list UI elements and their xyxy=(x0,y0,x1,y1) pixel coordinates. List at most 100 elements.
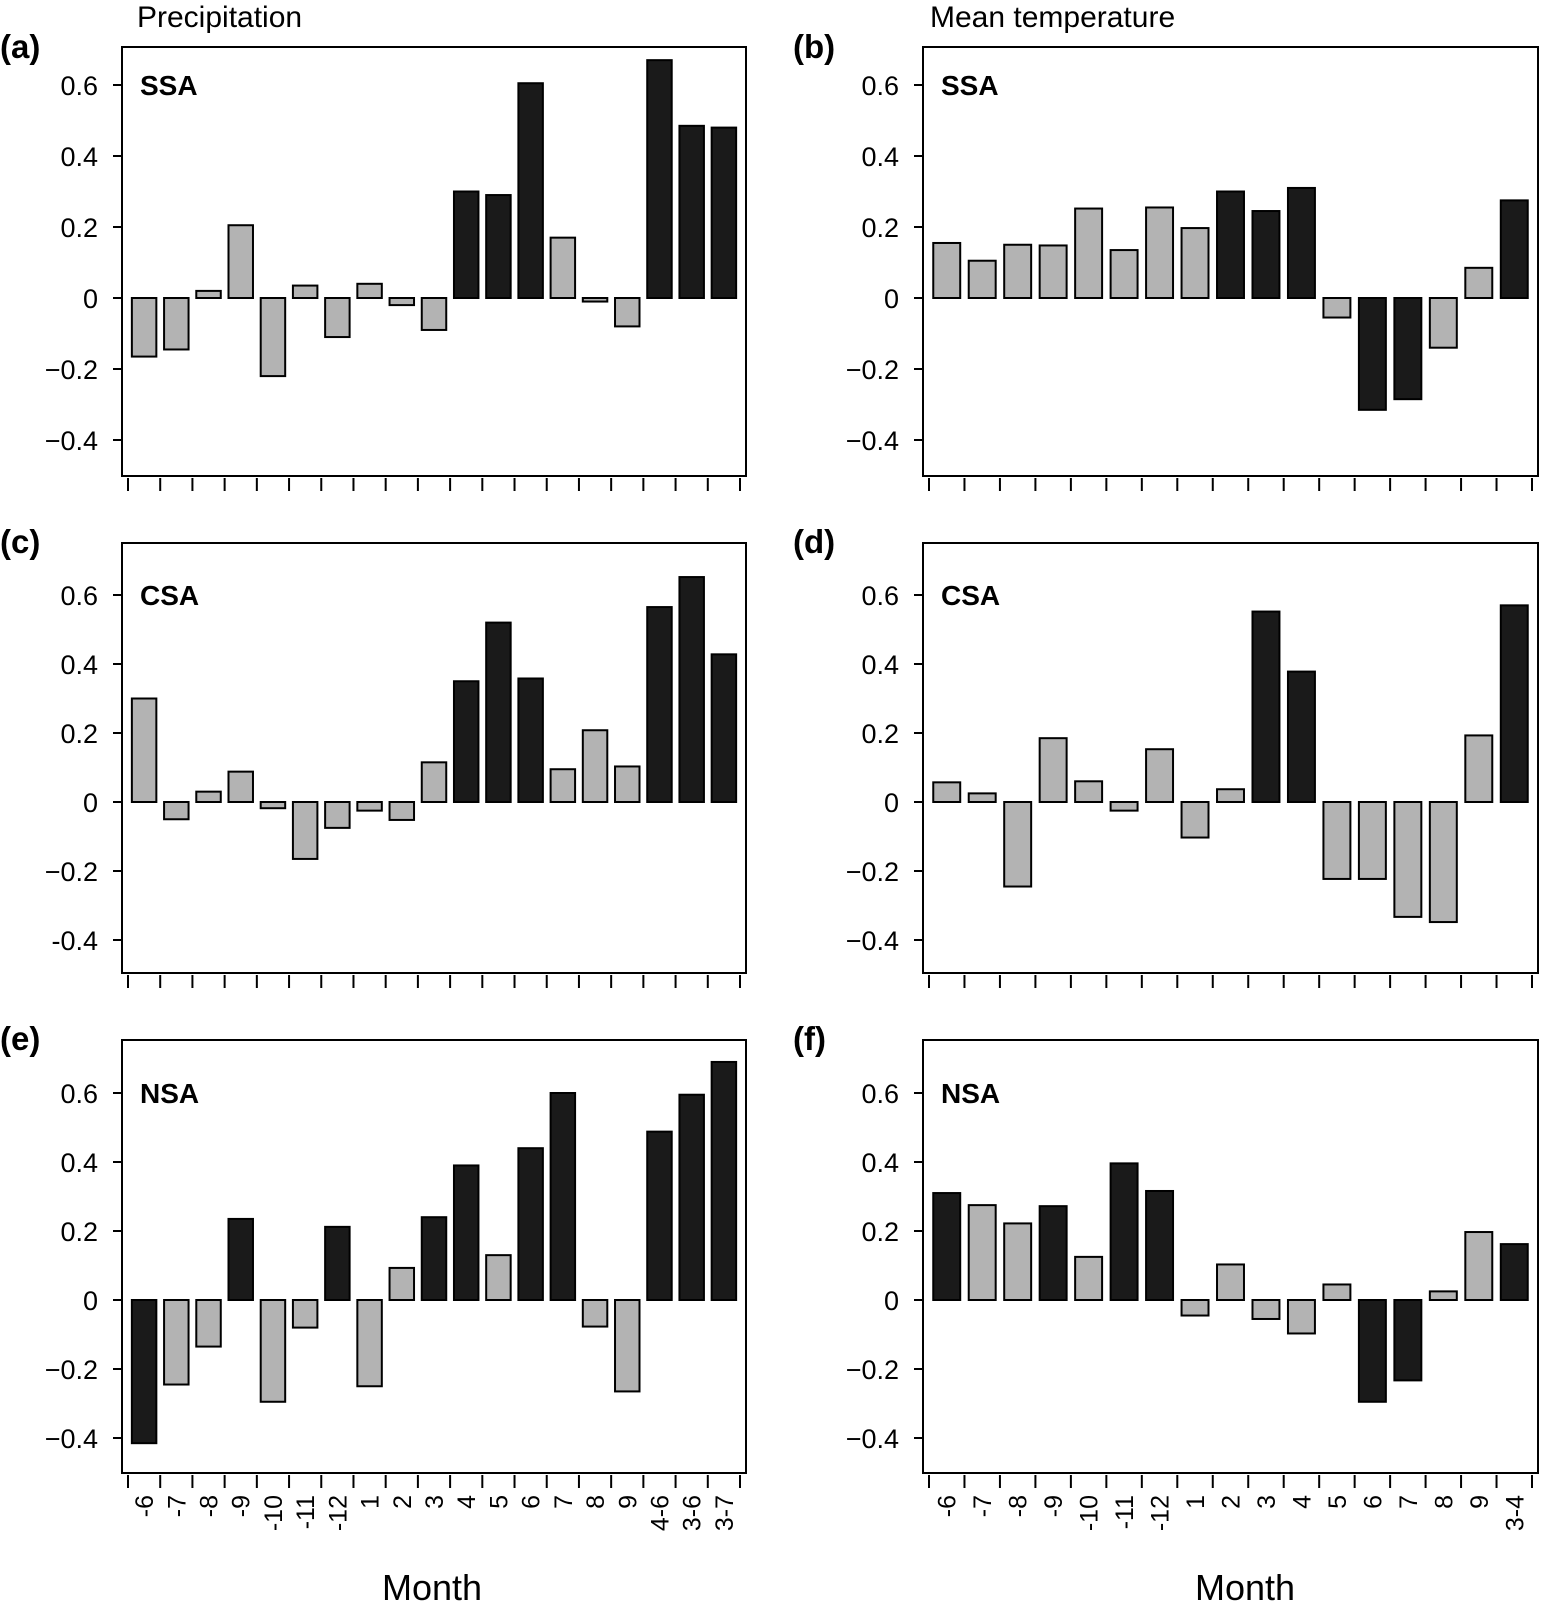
plot-frame xyxy=(121,1039,747,1474)
y-tick-label: −0.4 xyxy=(846,926,899,956)
bar-4 xyxy=(452,190,480,299)
y-tick-label: 0.6 xyxy=(60,71,98,101)
bar--7 xyxy=(163,801,190,821)
bar-2 xyxy=(388,1266,416,1302)
bar-6 xyxy=(517,677,544,803)
x-axis-title-left: Month xyxy=(382,1567,482,1605)
bar--10 xyxy=(259,801,287,810)
bar-7 xyxy=(549,768,577,803)
x-tick-label: -10 xyxy=(1076,1495,1104,1531)
x-tick-label: -7 xyxy=(969,1495,997,1517)
bar-3 xyxy=(1251,1299,1281,1320)
bar--8 xyxy=(195,289,222,299)
x-tick-label: 3-6 xyxy=(679,1495,707,1531)
bar--11 xyxy=(1109,249,1139,299)
bar--8 xyxy=(1003,801,1033,888)
region-label: SSA xyxy=(140,70,198,101)
y-tick-label: 0.2 xyxy=(60,1217,98,1247)
x-tick-label: -11 xyxy=(292,1495,320,1529)
bar-1 xyxy=(1180,227,1210,299)
bar-3-6 xyxy=(678,576,705,803)
bar-2 xyxy=(388,297,416,307)
bar--11 xyxy=(1109,1162,1139,1301)
bar--11 xyxy=(1109,801,1139,812)
bar-3 xyxy=(420,761,448,804)
bar--9 xyxy=(1038,737,1068,803)
y-tick-label: −0.2 xyxy=(45,857,98,887)
bar--12 xyxy=(1145,1189,1175,1301)
bar-5 xyxy=(1322,297,1352,319)
bar--10 xyxy=(1074,1255,1104,1301)
y-tick-label: 0.6 xyxy=(861,71,899,101)
x-tick-label: 8 xyxy=(582,1495,610,1509)
bar-7 xyxy=(1393,801,1423,918)
bar-9 xyxy=(614,765,641,804)
y-tick-label: 0.4 xyxy=(861,142,899,172)
y-tick-label: 0.2 xyxy=(60,719,98,749)
plot-frame xyxy=(922,46,1539,477)
bar--7 xyxy=(967,792,997,803)
y-tick-label: −0.2 xyxy=(846,355,899,385)
bar-2 xyxy=(1216,190,1245,299)
y-tick-label: −0.4 xyxy=(846,1424,899,1454)
bar--7 xyxy=(163,1299,190,1386)
bar--10 xyxy=(259,1299,287,1403)
bar-8 xyxy=(581,729,609,803)
panel-letter: (a) xyxy=(0,28,40,65)
x-tick-label: 5 xyxy=(485,1495,513,1509)
x-tick-label: -9 xyxy=(1040,1495,1068,1517)
x-tick-label: 2 xyxy=(389,1495,417,1509)
y-tick-label: −0.2 xyxy=(45,355,98,385)
bar-5 xyxy=(485,1254,512,1302)
panel-letter: (d) xyxy=(793,523,835,560)
x-tick-label: 3 xyxy=(421,1495,449,1509)
x-tick-label: 7 xyxy=(550,1495,578,1509)
bar--12 xyxy=(324,1225,351,1301)
y-tick-label: −0.4 xyxy=(45,426,98,456)
y-tick-label: 0 xyxy=(884,788,899,818)
bar--8 xyxy=(195,790,222,804)
x-tick-label: 3-4 xyxy=(1501,1495,1529,1531)
region-label: NSA xyxy=(140,1078,199,1109)
bar--11 xyxy=(291,284,319,300)
plot-frame xyxy=(121,542,747,974)
bar--6 xyxy=(130,1299,158,1445)
x-tick-label: 3 xyxy=(1253,1495,1281,1509)
x-tick-label: 9 xyxy=(1466,1495,1494,1509)
bar--6 xyxy=(932,781,962,804)
bar-5 xyxy=(485,621,512,803)
x-tick-label: 3-7 xyxy=(711,1495,739,1531)
bar-3-6 xyxy=(678,1093,705,1301)
bar-4-6 xyxy=(646,59,673,300)
x-tick-label: -9 xyxy=(228,1495,256,1517)
bar-4-6 xyxy=(646,606,673,804)
bar-1 xyxy=(356,282,383,299)
region-label: CSA xyxy=(941,580,1000,611)
column-title-mean-temperature: Mean temperature xyxy=(930,1,1175,34)
x-tick-label: 7 xyxy=(1395,1495,1423,1509)
panel-letter: (b) xyxy=(793,28,835,65)
bar--6 xyxy=(130,697,158,803)
bar-7 xyxy=(549,1092,577,1301)
bar-1 xyxy=(356,801,383,812)
bar--6 xyxy=(932,1192,962,1302)
x-tick-label: -10 xyxy=(260,1495,288,1531)
x-tick-label: 9 xyxy=(614,1495,642,1509)
panel-letter: (f) xyxy=(793,1020,826,1057)
x-tick-label: 5 xyxy=(1324,1495,1352,1509)
bar-5 xyxy=(1322,1283,1352,1301)
x-tick-label: -11 xyxy=(1111,1495,1139,1529)
y-tick-label: −0.2 xyxy=(846,1355,899,1385)
bar-3 xyxy=(1251,610,1281,803)
bar-5 xyxy=(1322,801,1352,880)
bar-3 xyxy=(420,297,448,331)
bar-9 xyxy=(1464,1231,1494,1302)
bar-2 xyxy=(1216,788,1245,803)
y-tick-label: -0.4 xyxy=(51,926,98,956)
bar-4-6 xyxy=(646,1130,673,1302)
y-tick-label: 0.2 xyxy=(861,1217,899,1247)
bar-1 xyxy=(1180,1299,1210,1317)
bar--10 xyxy=(259,297,287,378)
x-tick-label: 8 xyxy=(1430,1495,1458,1509)
panel-d: (d) CSA −0.4 −0.2 0 0.2 0.4 0.6 xyxy=(793,523,1539,988)
